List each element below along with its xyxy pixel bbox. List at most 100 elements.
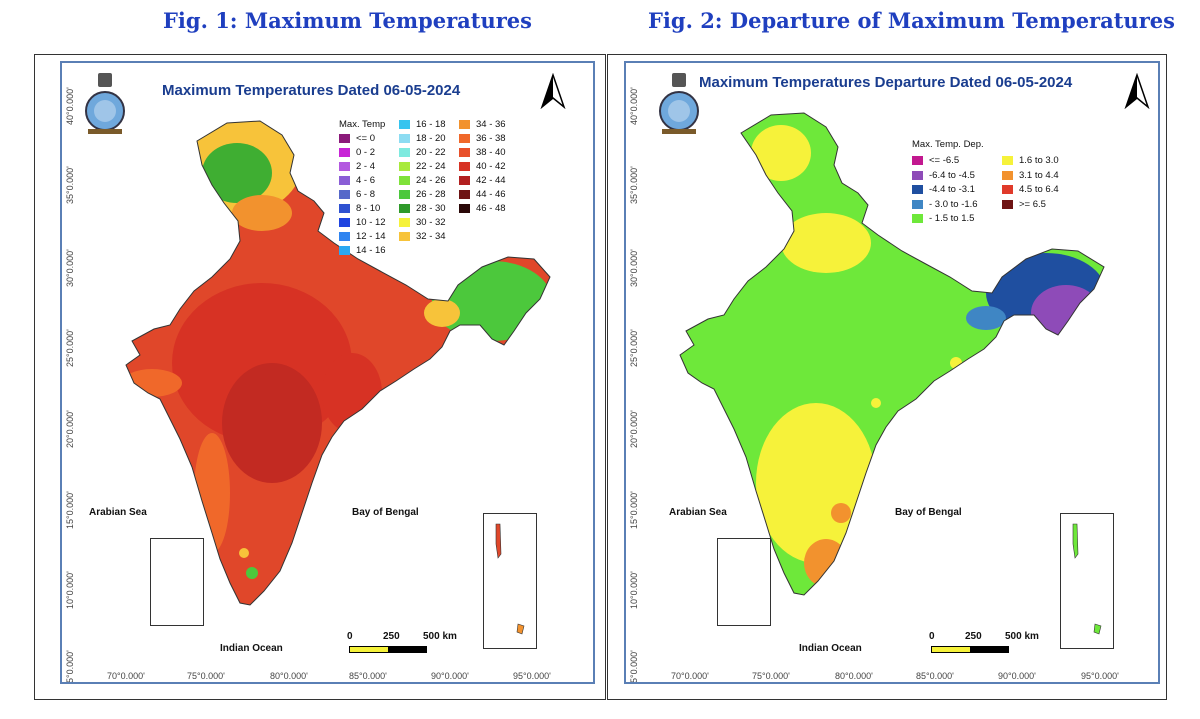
fig1-legend-label: 10 - 12: [356, 217, 386, 228]
fig1-legend-swatch: [339, 162, 350, 171]
fig1-legend-label: 14 - 16: [356, 245, 386, 256]
fig2-legend-item: 4.5 to 6.4: [1002, 184, 1059, 195]
fig2-lon-label: 85°0.000': [916, 671, 954, 681]
fig1-legend-label: 34 - 36: [476, 119, 506, 130]
fig1-bay-of-bengal-label: Bay of Bengal: [352, 507, 419, 518]
fig2-legend-swatch: [912, 199, 923, 209]
fig1-legend-item: 38 - 40: [459, 147, 506, 158]
fig1-legend-item: 12 - 14: [339, 231, 386, 242]
fig1-panel: Maximum Temperatures Dated 06-05-2024 40…: [34, 54, 606, 700]
fig2-legend-item: - 1.5 to 1.5: [912, 213, 974, 224]
fig2-legend-title: Max. Temp. Dep.: [912, 139, 984, 150]
fig1-legend-swatch: [399, 162, 410, 171]
fig1-legend-label: 4 - 6: [356, 175, 376, 186]
fig1-scale-500km: 500 km: [423, 631, 457, 642]
fig1-lon-label: 95°0.000': [513, 671, 551, 681]
fig2-legend: Max. Temp. Dep. <= -6.5 -6.4 to -4.5 -4.4 …: [904, 135, 1104, 235]
fig1-legend-swatch: [339, 232, 350, 241]
fig1-legend-swatch: [399, 134, 410, 143]
fig1-legend-label: 38 - 40: [476, 147, 506, 158]
fig1-legend-item: 30 - 32: [399, 217, 446, 228]
fig1-legend-swatch: [459, 162, 470, 171]
fig1-legend-swatch: [339, 148, 350, 157]
fig1-legend-swatch: [459, 148, 470, 157]
fig1-lakshadweep-inset: [150, 538, 204, 626]
fig2-india-departure-map: [679, 112, 1105, 596]
fig1-legend-label: 44 - 46: [476, 189, 506, 200]
fig1-legend-item: 18 - 20: [399, 133, 446, 144]
fig1-legend-item: 40 - 42: [459, 161, 506, 172]
fig2-scale-500km: 500 km: [1005, 631, 1039, 642]
fig2-legend-swatch: [912, 170, 923, 180]
fig2-legend-label: -6.4 to -4.5: [929, 169, 975, 181]
fig2-legend-swatch: [912, 185, 923, 194]
fig1-legend-label: 2 - 4: [356, 161, 376, 172]
fig1-legend-item: 32 - 34: [399, 231, 446, 242]
fig1-legend-swatch: [399, 176, 410, 185]
fig1-legend-item: 14 - 16: [339, 245, 386, 256]
fig2-scale-segment-2: [971, 646, 1009, 653]
fig1-legend-swatch: [459, 190, 470, 199]
fig1-map-title: Maximum Temperatures Dated 06-05-2024: [162, 82, 461, 99]
north-arrow-icon: [1124, 73, 1150, 109]
fig2-lon-label: 70°0.000': [671, 671, 709, 681]
fig1-legend-label: 36 - 38: [476, 133, 506, 144]
fig2-lon-label: 75°0.000': [752, 671, 790, 681]
fig2-legend-label: >= 6.5: [1019, 198, 1046, 210]
fig2-legend-label: <= -6.5: [929, 155, 960, 166]
fig2-legend-label: 3.1 to 4.4: [1019, 169, 1059, 181]
fig2-legend-item: 1.6 to 3.0: [1002, 155, 1059, 166]
fig1-legend-item: 4 - 6: [339, 175, 375, 186]
fig2-legend-label: - 3.0 to -1.6: [929, 198, 978, 210]
fig1-legend-item: 28 - 30: [399, 203, 446, 214]
fig1-legend-label: 24 - 26: [416, 175, 446, 186]
imd-emblem-icon: [85, 73, 125, 134]
fig2-scale-250: 250: [965, 631, 982, 642]
fig1-lon-label: 85°0.000': [349, 671, 387, 681]
fig2-lon-label: 95°0.000': [1081, 671, 1119, 681]
fig1-legend: Max. Temp <= 0 0 - 2 2 - 4 4 - 6 6 - 8 8 - 10…: [337, 115, 527, 265]
fig1-lon-label: 75°0.000': [187, 671, 225, 681]
fig2-indian-ocean-label: Indian Ocean: [799, 643, 862, 654]
fig2-scale-0: 0: [929, 631, 935, 642]
fig1-legend-swatch: [399, 204, 410, 213]
fig1-caption: Fig. 1: Maximum Temperatures: [163, 8, 532, 33]
fig2-map-frame: Maximum Temperatures Departure Dated 06-…: [624, 61, 1160, 684]
fig1-scale-250: 250: [383, 631, 400, 642]
fig1-legend-label: 20 - 22: [416, 147, 446, 158]
fig2-legend-swatch: [1002, 156, 1013, 165]
fig2-lon-label: 80°0.000': [835, 671, 873, 681]
fig2-lakshadweep-inset: [717, 538, 771, 626]
fig1-legend-label: 18 - 20: [416, 133, 446, 144]
fig1-legend-label: 12 - 14: [356, 231, 386, 242]
fig1-scale-segment-1: [349, 646, 389, 653]
fig1-legend-label: 16 - 18: [416, 119, 446, 130]
fig2-legend-swatch: [912, 156, 923, 165]
fig1-legend-swatch: [459, 134, 470, 143]
fig1-legend-item: 24 - 26: [399, 175, 446, 186]
fig1-india-temperature-map: [125, 120, 551, 606]
fig1-legend-item: 10 - 12: [339, 217, 386, 228]
fig1-legend-item: 8 - 10: [339, 203, 380, 214]
fig1-legend-swatch: [339, 176, 350, 185]
fig1-legend-label: 26 - 28: [416, 189, 446, 200]
fig1-legend-swatch: [399, 232, 410, 241]
fig1-map-frame: Maximum Temperatures Dated 06-05-2024 40…: [60, 61, 595, 684]
fig1-legend-item: 2 - 4: [339, 161, 375, 172]
fig1-andaman-islands-icon: [495, 523, 525, 635]
fig1-legend-label: 32 - 34: [416, 231, 446, 242]
fig1-legend-swatch: [339, 134, 350, 143]
fig2-legend-label: 4.5 to 6.4: [1019, 184, 1059, 195]
fig1-legend-swatch: [339, 204, 350, 213]
fig1-legend-item: 16 - 18: [399, 119, 446, 130]
fig2-bay-of-bengal-label: Bay of Bengal: [895, 507, 962, 518]
fig1-legend-swatch: [459, 204, 470, 213]
fig1-legend-item: 36 - 38: [459, 133, 506, 144]
fig1-indian-ocean-label: Indian Ocean: [220, 643, 283, 654]
fig2-andaman-inset: [1060, 513, 1114, 649]
fig1-legend-label: 46 - 48: [476, 203, 506, 214]
fig1-lon-label: 70°0.000': [107, 671, 145, 681]
fig2-andaman-islands-icon: [1072, 523, 1102, 635]
fig1-legend-item: 6 - 8: [339, 189, 375, 200]
fig1-legend-swatch: [339, 218, 350, 227]
